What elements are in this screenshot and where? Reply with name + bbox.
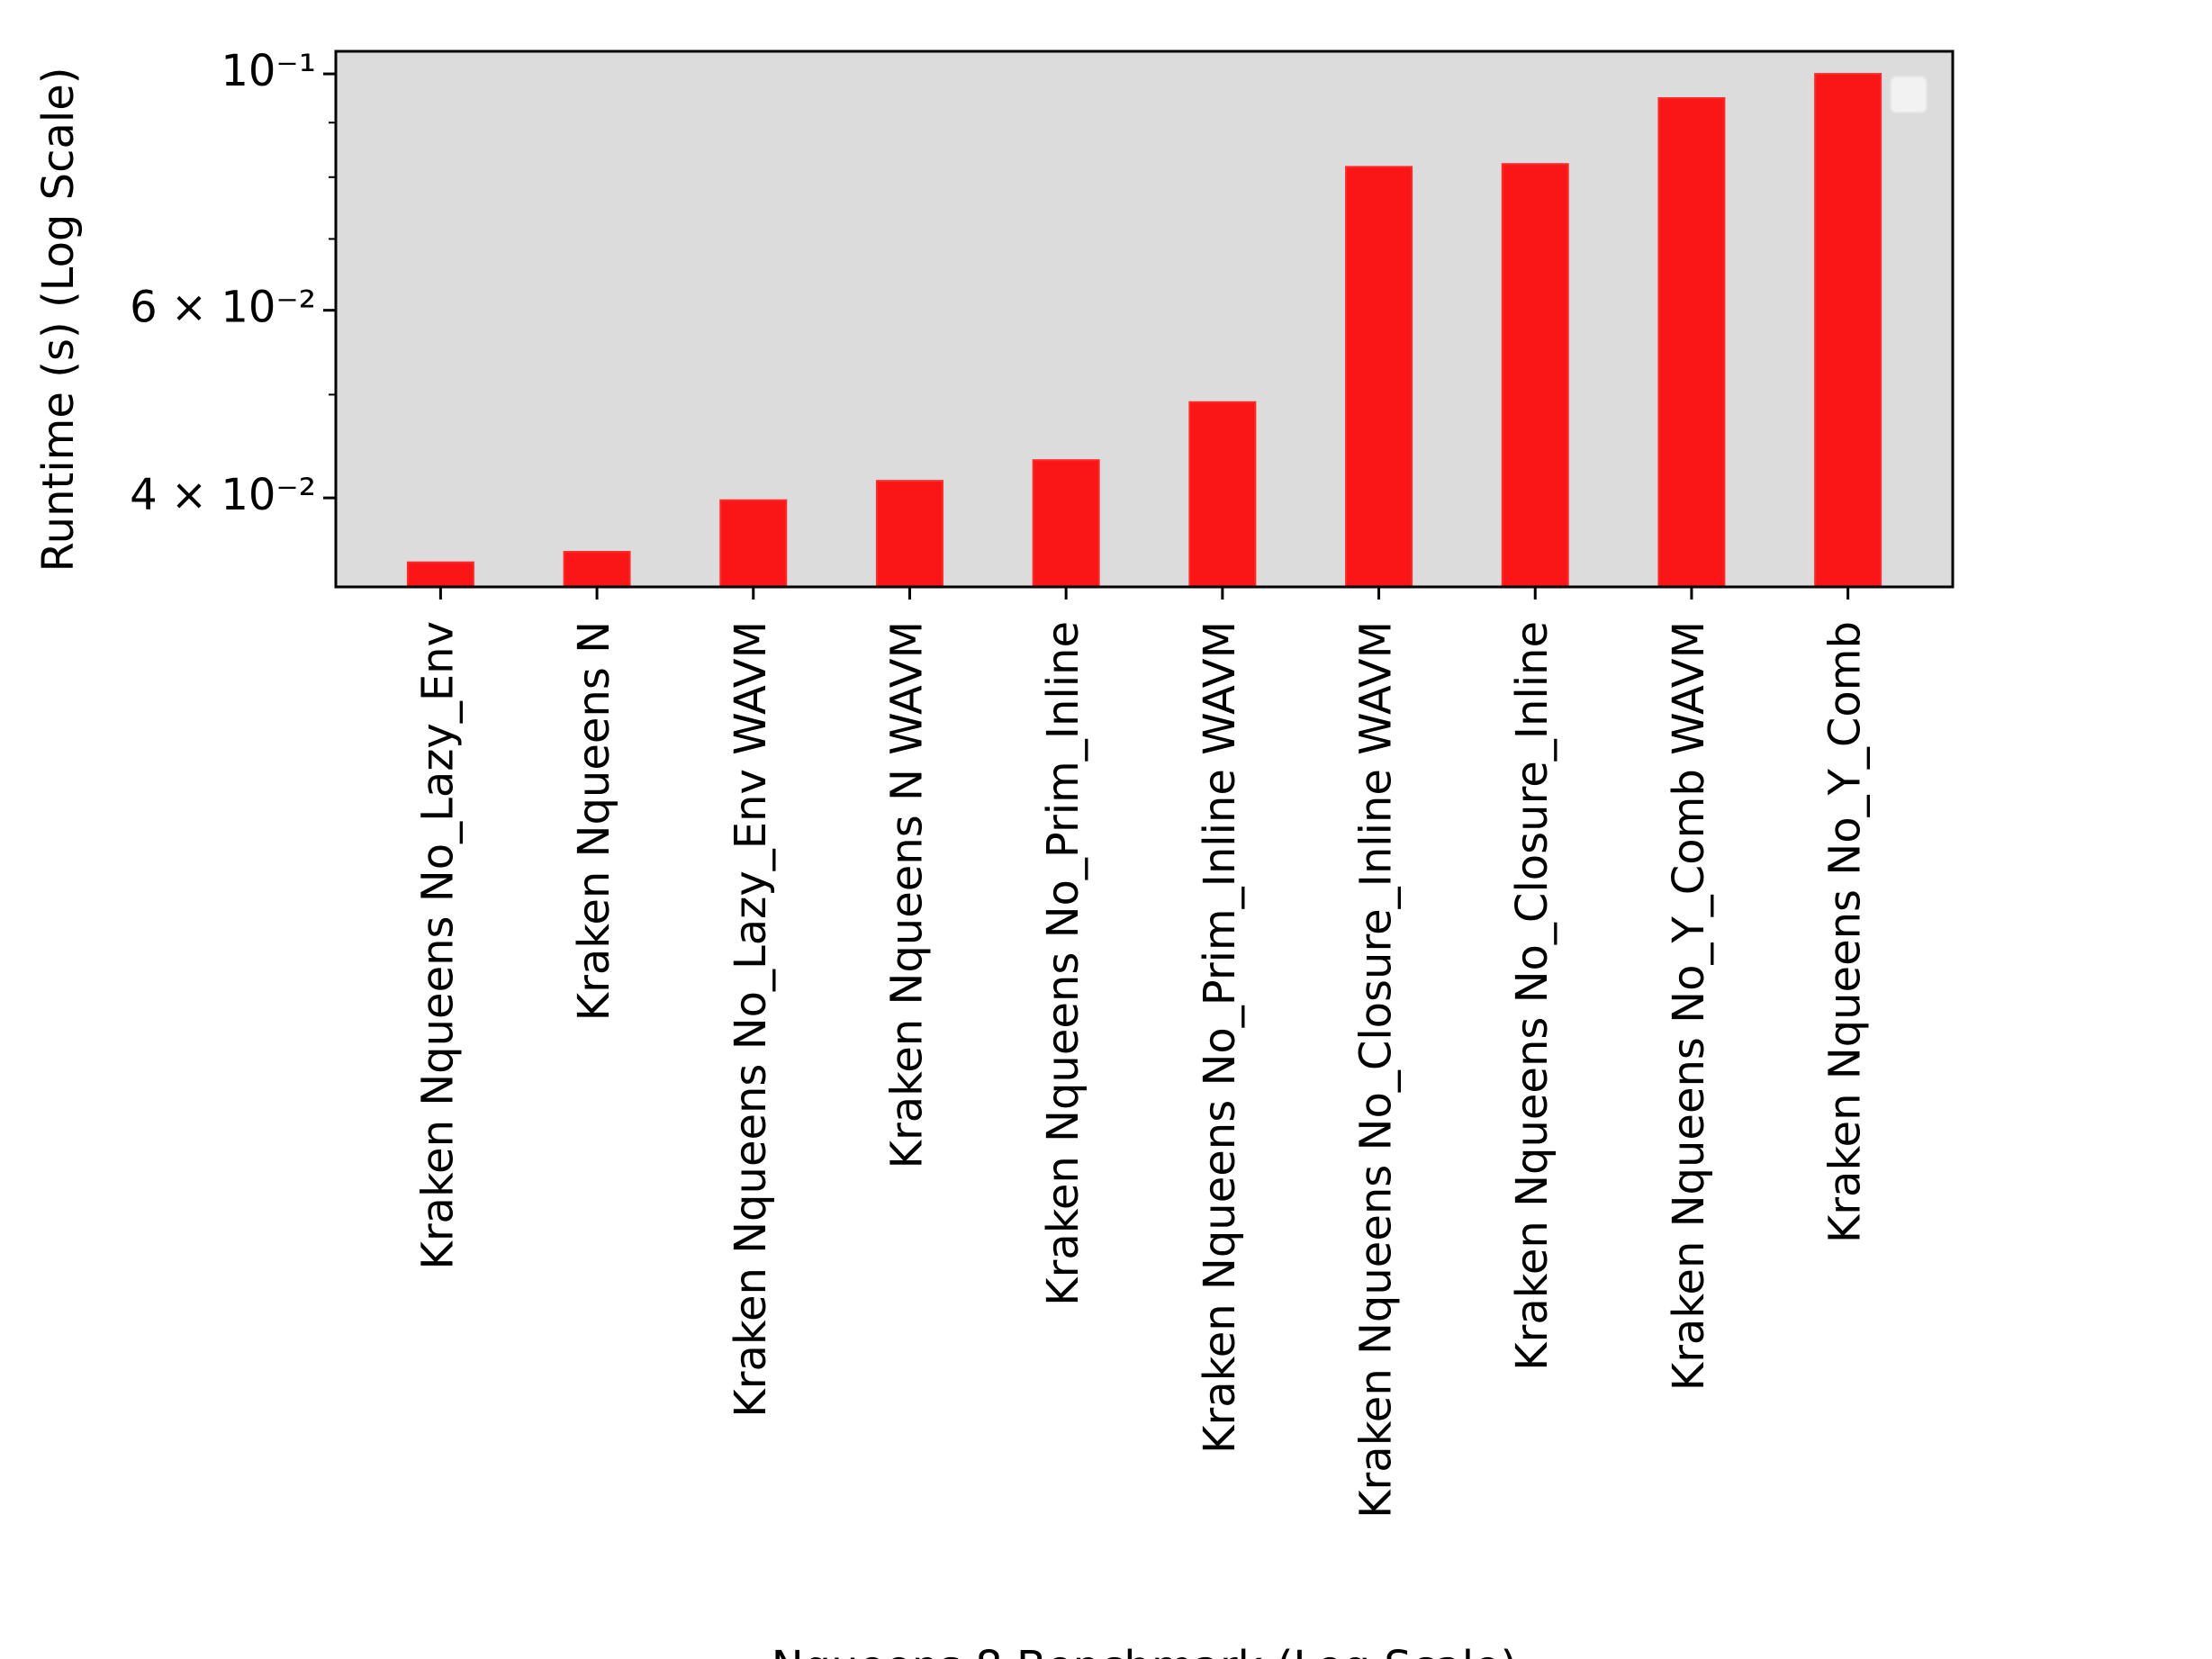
x-tick-label: Kraken Nqueens No_Prim_Inline WAVM [1195,621,1245,1454]
y-tick-label: 6 × 10⁻² [130,283,316,333]
bar [719,499,788,589]
x-tick-label: Kraken Nqueens No_Closure_Inline [1507,621,1557,1371]
bar [1814,73,1882,589]
x-tick-label: Kraken Nqueens No_Y_Comb WAVM [1664,621,1714,1391]
x-tick-label: Kraken Nqueens No_Y_Comb [1820,621,1871,1243]
bar [1345,166,1413,589]
x-tick-label: Kraken Nqueens No_Lazy_Env WAVM [726,621,776,1418]
y-tick-label: 10⁻¹ [221,46,316,96]
y-tick-label: 4 × 10⁻² [130,470,316,520]
x-tick-label: Kraken Nqueens No_Closure_Inline WAVM [1351,621,1402,1519]
bar [1501,163,1569,588]
x-tick-label: Kraken Nqueens No_Lazy_Env [412,621,463,1270]
x-axis-label: Nqueens 8 Benchmark (Log Scale) [772,1642,1518,1659]
x-tick-label: Kraken Nqueens No_Prim_Inline [1038,621,1088,1306]
plot-frame [334,50,1955,589]
bar [563,551,631,589]
bar [1188,401,1257,588]
legend-box [1890,76,1928,113]
bar [406,561,474,588]
x-tick-label: Kraken Nqueens N WAVM [881,621,932,1168]
x-tick-label: Kraken Nqueens N [569,621,619,1021]
bar [875,480,943,589]
bar [1657,96,1726,588]
bar [1032,459,1100,588]
y-axis-label: Runtime (s) (Log Scale) [33,67,84,572]
